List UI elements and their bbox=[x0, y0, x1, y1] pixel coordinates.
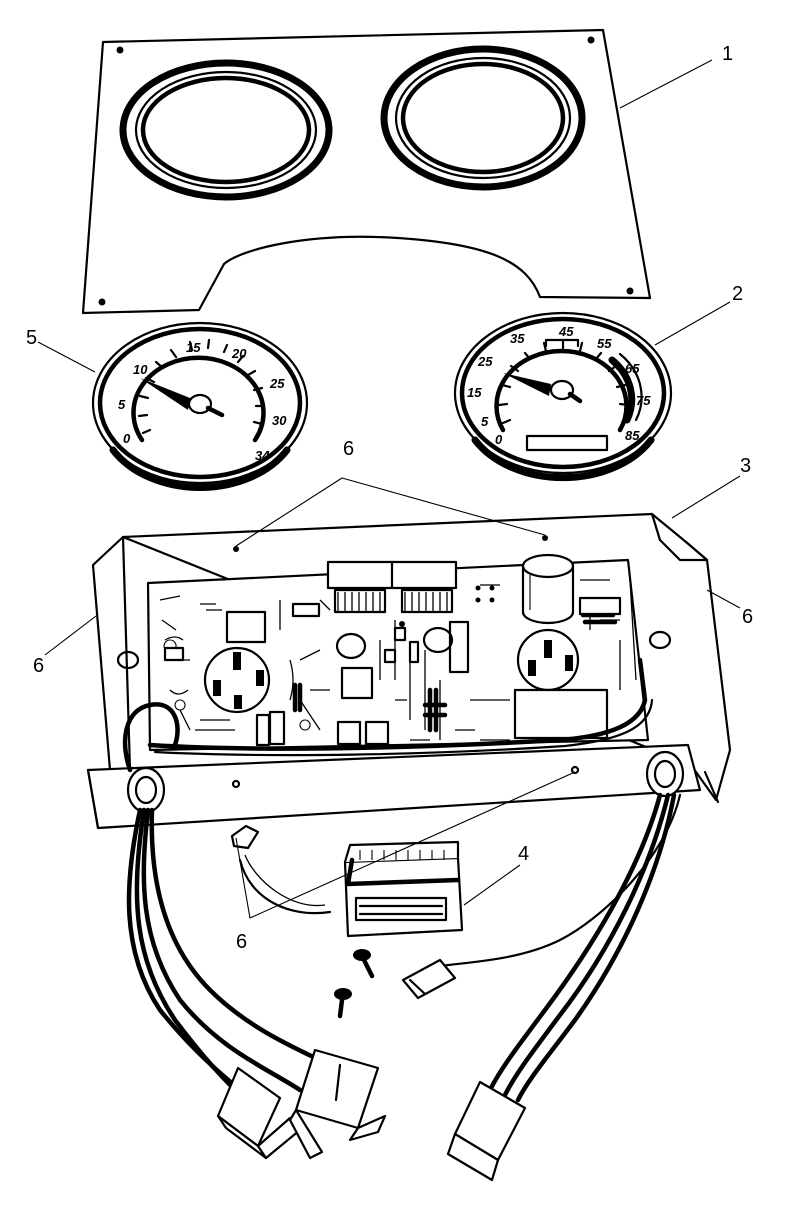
cable-grommet-right bbox=[645, 750, 685, 798]
callout-4: 4 bbox=[518, 843, 529, 865]
mount-hole bbox=[116, 46, 124, 54]
capacitor bbox=[521, 553, 575, 625]
left-gauge-scale-label: 34 bbox=[255, 448, 270, 463]
connector-plug bbox=[288, 1048, 387, 1160]
screw bbox=[334, 988, 352, 1019]
gauge-mount-left bbox=[203, 646, 271, 714]
right-gauge-scale-label: 25 bbox=[477, 354, 493, 369]
right-gauge-scale-label: 85 bbox=[625, 428, 640, 443]
right-gauge-scale-label: 75 bbox=[636, 393, 651, 408]
left-gauge-scale-label: 5 bbox=[118, 397, 126, 412]
callout-6-left: 6 bbox=[33, 655, 44, 677]
callout-3: 3 bbox=[740, 455, 751, 477]
callout-1: 1 bbox=[722, 43, 733, 65]
cable-grommet-left bbox=[126, 766, 166, 814]
left-gauge-scale-label: 10 bbox=[133, 362, 148, 377]
screw bbox=[353, 949, 375, 979]
left-gauge-hub bbox=[187, 393, 213, 415]
screw-hole bbox=[233, 546, 239, 552]
instrument-housing bbox=[86, 512, 732, 830]
wire-terminal bbox=[401, 958, 457, 1000]
left-gauge-scale-label: 25 bbox=[269, 376, 285, 391]
callout-6-bottom: 6 bbox=[236, 931, 247, 953]
callout-6-top: 6 bbox=[343, 438, 354, 460]
face-plate-left-opening bbox=[119, 59, 333, 201]
screw-hole bbox=[570, 765, 580, 775]
screw-hole bbox=[542, 535, 548, 541]
callout-6-right: 6 bbox=[742, 606, 753, 628]
right-gauge-scale-label: 0 bbox=[495, 432, 503, 447]
right-gauge-scale-label: 45 bbox=[558, 324, 574, 339]
face-plate bbox=[81, 28, 652, 315]
right-gauge: 0 5 15 25 35 45 55 65 75 85 bbox=[453, 311, 673, 482]
left-gauge-scale-label: 15 bbox=[186, 340, 201, 355]
wiring-harness-left bbox=[126, 807, 333, 1113]
right-gauge-scale-label: 15 bbox=[467, 385, 482, 400]
left-gauge-scale-label: 0 bbox=[123, 431, 131, 446]
connector-plug bbox=[446, 1080, 527, 1182]
right-gauge-scale-label: 5 bbox=[481, 414, 489, 429]
board-connector bbox=[326, 560, 458, 614]
connector-plug bbox=[216, 1066, 302, 1160]
screw-hole bbox=[231, 779, 241, 789]
odometer-window bbox=[525, 434, 609, 452]
left-gauge: 0 5 10 15 20 25 30 34 bbox=[91, 321, 309, 492]
right-gauge-needle bbox=[503, 373, 551, 396]
mounting-clip bbox=[230, 824, 260, 850]
callout-2: 2 bbox=[732, 283, 743, 305]
left-gauge-scale-label: 20 bbox=[231, 346, 247, 361]
gauge-mount-right bbox=[516, 628, 580, 692]
left-gauge-scale-label: 30 bbox=[272, 413, 287, 428]
right-gauge-scale-label: 35 bbox=[510, 331, 525, 346]
mount-hole bbox=[626, 287, 634, 295]
left-gauge-needle bbox=[140, 378, 190, 410]
wiring-harness-right bbox=[438, 792, 682, 1103]
fuse-block bbox=[238, 840, 464, 938]
callout-5: 5 bbox=[26, 327, 37, 349]
leader-lines bbox=[37, 59, 741, 919]
mount-hole bbox=[98, 298, 106, 306]
right-gauge-hub bbox=[549, 379, 575, 401]
face-plate-right-opening bbox=[380, 45, 586, 191]
mount-hole bbox=[587, 36, 595, 44]
right-gauge-scale-label: 55 bbox=[597, 336, 612, 351]
